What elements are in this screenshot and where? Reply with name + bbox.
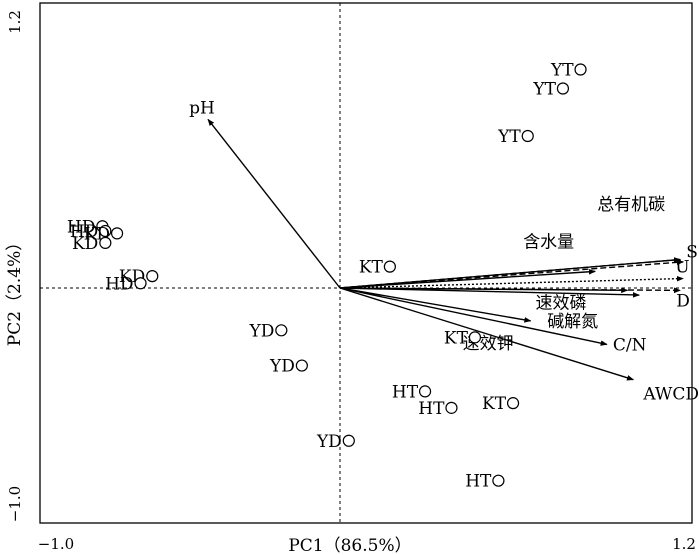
data-point-label: HT [418, 399, 445, 419]
vector-label: U [675, 258, 689, 278]
vector-label: 碱解氮 [547, 312, 598, 332]
vector-label: pH [189, 98, 215, 118]
data-point [418, 385, 432, 398]
vector-arrow [339, 287, 532, 323]
data-point-label: KT [359, 258, 384, 278]
plot-frame [39, 2, 693, 524]
data-point-label: YT [532, 80, 556, 100]
y-tick-label-max: 1.2 [6, 10, 24, 34]
x-tick-label-max: 1.2 [672, 535, 696, 553]
vector-label: 速效磷 [535, 293, 586, 313]
y-tick-label-min: −1.0 [6, 486, 24, 522]
vector-arrow [339, 257, 681, 289]
data-point-label: KD [72, 234, 98, 254]
data-point [275, 324, 288, 337]
data-point [556, 82, 570, 95]
vector-label: 含水量 [523, 232, 574, 252]
vector-label: 总有机碳 [597, 195, 665, 215]
data-point-label: HD [105, 274, 133, 294]
data-point [134, 277, 147, 290]
vector-label: S [686, 243, 698, 263]
vector-label: AWCD [642, 385, 699, 405]
data-point [445, 401, 458, 414]
data-point [383, 260, 396, 273]
data-point [99, 236, 112, 249]
data-point-label: YT [550, 61, 574, 81]
data-point-label: YD [269, 357, 295, 377]
data-point-label: HT [465, 472, 492, 492]
data-point-label: YD [316, 432, 342, 452]
data-point [468, 331, 482, 344]
data-point [146, 270, 159, 283]
vector-arrow [207, 118, 341, 289]
data-point [99, 224, 112, 238]
data-point [492, 474, 505, 487]
data-point-label: HD [70, 222, 98, 242]
vector-arrow [339, 287, 608, 346]
data-point [110, 227, 124, 240]
data-point-label: YD [248, 321, 274, 341]
data-point-label: HT [392, 382, 419, 402]
vector-arrow [339, 268, 596, 289]
vector-arrow [339, 275, 684, 289]
x-axis-label: PC1（86.5%） [288, 536, 411, 555]
data-point [295, 359, 308, 372]
data-point [506, 397, 520, 410]
data-point-label: KT [444, 328, 469, 348]
y-axis-label: PC2（2.4%） [5, 234, 25, 346]
data-point-label: YT [497, 127, 521, 147]
data-point [574, 63, 587, 76]
x-tick-label-min: −1.0 [38, 535, 74, 553]
vector-arrow [339, 287, 640, 298]
data-point-label: KT [482, 394, 507, 414]
vector-label: D [676, 291, 690, 311]
vector-arrow [339, 287, 681, 294]
data-point [521, 129, 534, 143]
data-point [342, 434, 355, 447]
vector-arrow [339, 287, 635, 381]
vector-label: C/N [613, 335, 647, 355]
data-point-label: HD [67, 217, 95, 237]
